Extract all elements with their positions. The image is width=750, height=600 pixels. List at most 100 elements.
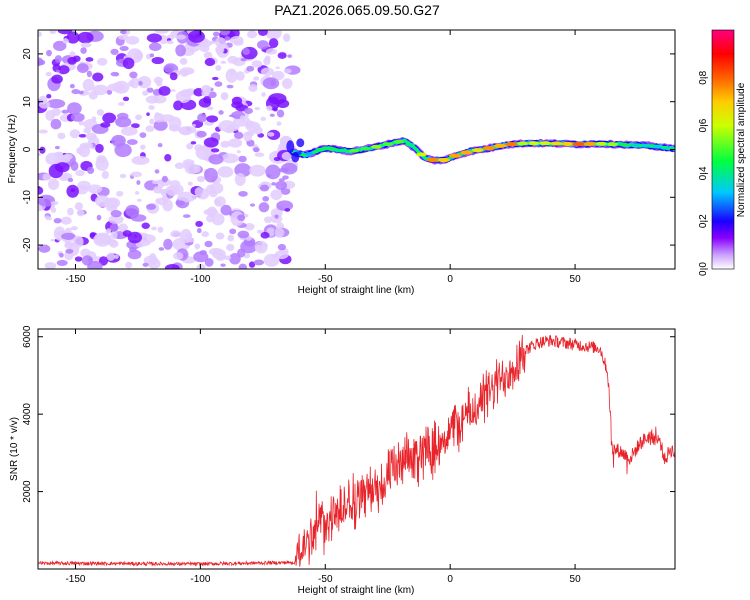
- noise-blob: [211, 76, 219, 81]
- ridge-peak: [630, 143, 640, 147]
- noise-blob: [175, 44, 186, 57]
- noise-blob: [76, 209, 85, 217]
- noise-blob: [258, 202, 270, 213]
- noise-blob: [188, 30, 205, 43]
- noise-blob: [139, 234, 156, 244]
- noise-blob: [242, 47, 250, 56]
- ridge-peak: [561, 141, 574, 147]
- noise-blob: [179, 57, 188, 65]
- snr-xlabel: Height of straight line (km): [298, 585, 415, 596]
- noise-blob: [77, 180, 91, 191]
- noise-blob: [203, 208, 219, 216]
- noise-blob: [151, 56, 165, 65]
- noise-blob: [266, 105, 273, 111]
- noise-blob: [229, 252, 241, 265]
- onset-blob: [296, 138, 305, 148]
- noise-blob: [259, 184, 270, 192]
- noise-blob: [87, 184, 103, 194]
- noise-blob: [238, 263, 248, 269]
- noise-blob: [70, 112, 85, 122]
- noise-blob: [100, 122, 111, 128]
- noise-blob: [220, 92, 229, 101]
- x-tick-label: -150: [65, 574, 85, 585]
- noise-blob: [135, 114, 142, 121]
- noise-blob: [157, 142, 163, 148]
- noise-blob: [254, 152, 265, 157]
- colorbar-label: Normalized spectral amplitude: [736, 82, 747, 217]
- noise-blob: [287, 54, 293, 58]
- ridge-peak: [371, 144, 382, 149]
- noise-blob: [237, 248, 246, 258]
- noise-blob: [138, 80, 143, 86]
- noise-blob: [38, 100, 51, 109]
- noise-blob: [236, 150, 241, 154]
- noise-blob: [122, 230, 132, 237]
- ridge-peak: [641, 143, 651, 148]
- noise-blob: [262, 77, 280, 90]
- noise-blob: [229, 36, 244, 45]
- noise-blob: [128, 80, 135, 88]
- noise-blob: [96, 109, 105, 116]
- noise-blob: [257, 30, 268, 36]
- noise-blob: [192, 123, 196, 127]
- noise-blob: [220, 204, 232, 216]
- noise-blob: [82, 78, 95, 92]
- noise-blob: [212, 31, 220, 37]
- noise-blob: [148, 42, 162, 51]
- noise-blob: [237, 230, 250, 239]
- x-tick-label: -100: [190, 274, 210, 285]
- noise-blob: [204, 258, 214, 267]
- noise-blob: [45, 217, 53, 221]
- y-tick-label: 4000: [22, 403, 33, 426]
- noise-blob: [85, 57, 94, 62]
- noise-blob: [159, 189, 167, 195]
- noise-blob: [197, 113, 207, 123]
- y-tick-label: 2000: [22, 480, 33, 503]
- noise-blob: [66, 31, 80, 44]
- noise-blob: [215, 253, 226, 262]
- noise-blob: [67, 56, 77, 65]
- noise-blob: [253, 147, 260, 153]
- noise-blob: [253, 259, 265, 266]
- noise-blob: [118, 102, 125, 106]
- noise-blob: [275, 180, 288, 191]
- noise-blob: [95, 143, 104, 153]
- noise-blob: [122, 57, 135, 70]
- noise-blob: [86, 70, 92, 78]
- noise-blob: [66, 207, 74, 216]
- noise-blob: [118, 223, 128, 233]
- noise-blob: [69, 83, 75, 89]
- noise-blob: [195, 220, 203, 228]
- ridge-peak: [304, 152, 314, 156]
- noise-blob: [119, 45, 129, 52]
- noise-blob: [173, 100, 183, 111]
- noise-blob: [265, 30, 282, 40]
- noise-blob: [225, 68, 238, 83]
- noise-blob: [243, 107, 253, 114]
- noise-blob: [50, 118, 62, 130]
- noise-blob: [196, 175, 206, 183]
- noise-blob: [147, 258, 161, 269]
- noise-blob: [154, 30, 169, 34]
- noise-blob: [206, 106, 214, 111]
- ridge-peak: [539, 141, 551, 146]
- noise-blob: [248, 84, 258, 92]
- snr-x-axis: -150 -100 -50 0 50: [65, 329, 581, 585]
- noise-blob: [249, 203, 256, 207]
- noise-blob: [70, 161, 79, 171]
- noise-blob: [186, 237, 195, 243]
- noise-blob: [38, 31, 42, 37]
- colorbar-tick-label: 0.2: [698, 214, 709, 228]
- noise-blob: [240, 58, 247, 62]
- ridge-peak: [360, 146, 371, 151]
- noise-blob: [120, 30, 127, 35]
- noise-blob: [195, 145, 214, 161]
- noise-blob: [277, 243, 286, 251]
- noise-blob: [179, 67, 195, 75]
- noise-blob: [69, 129, 81, 139]
- noise-blob: [255, 244, 264, 252]
- noise-blob: [274, 227, 285, 238]
- noise-blob: [175, 200, 186, 206]
- noise-blob: [271, 182, 277, 186]
